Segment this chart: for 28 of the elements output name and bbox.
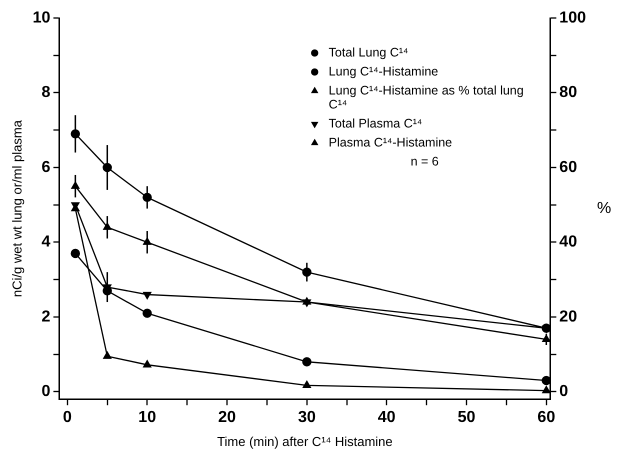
legend-label: Lung C¹⁴-Histamine — [328, 64, 438, 78]
legend-label: Total Plasma C¹⁴ — [328, 116, 422, 130]
x-tick-label: 20 — [218, 409, 236, 426]
y-tick-label: 6 — [41, 158, 50, 176]
y2-tick-label: 20 — [559, 308, 578, 326]
y2-tick-label: 0 — [559, 383, 568, 400]
legend-label: Lung C¹⁴-Histamine as % total lung C¹⁴ — [328, 83, 524, 112]
y2-tick-label: 40 — [559, 234, 578, 251]
y-tick-label: 8 — [41, 84, 50, 102]
x-axis-title: Time (min) after C¹⁴ Histamine — [217, 434, 393, 449]
x-tick-label: 10 — [138, 409, 156, 426]
y-tick-label: 0 — [41, 383, 50, 400]
y-tick-label: 2 — [41, 308, 50, 326]
annotation: n = 6 — [410, 154, 439, 168]
legend-label: Total Lung C¹⁴ — [328, 45, 408, 60]
y-tick-label: 10 — [32, 9, 50, 26]
y2-tick-label: 60 — [559, 158, 578, 176]
x-tick-label: 40 — [378, 409, 396, 426]
y-axis-title: nCi/g wet wt lung or/ml plasma — [9, 119, 24, 298]
y-tick-label: 4 — [41, 234, 50, 251]
y2-axis-title: % — [597, 200, 612, 218]
x-tick-label: 60 — [537, 409, 556, 426]
x-tick-label: 50 — [458, 409, 476, 426]
y2-tick-label: 100 — [559, 9, 586, 26]
x-tick-label: 30 — [298, 409, 316, 426]
x-tick-label: 0 — [62, 409, 72, 426]
y2-tick-label: 80 — [559, 84, 578, 102]
legend-label: Plasma C¹⁴-Histamine — [328, 135, 452, 150]
